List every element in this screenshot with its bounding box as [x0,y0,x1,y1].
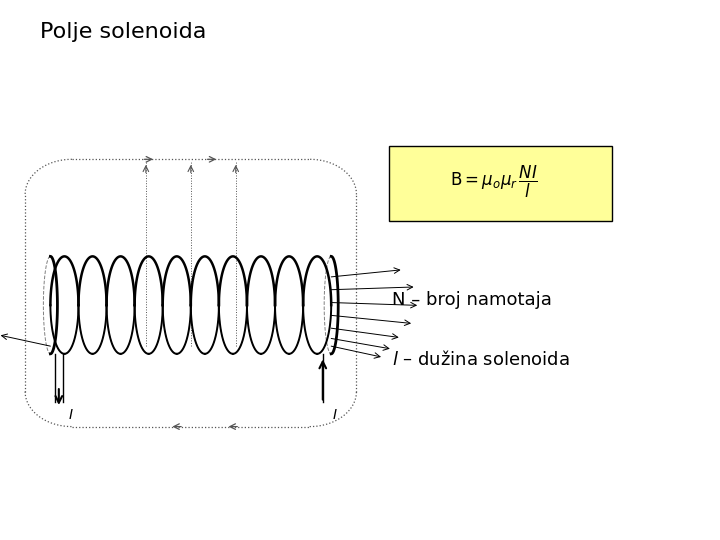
Text: $\it{l}$ – dužina solenoida: $\it{l}$ – dužina solenoida [392,349,570,369]
Text: Polje solenoida: Polje solenoida [40,22,206,42]
FancyBboxPatch shape [389,146,612,221]
Text: N – broj namotaja: N – broj namotaja [392,291,552,309]
Text: I: I [68,408,72,422]
Text: I: I [332,408,336,422]
Text: $\mathrm{B} = \mu_o\mu_r\,\dfrac{NI}{l}$: $\mathrm{B} = \mu_o\mu_r\,\dfrac{NI}{l}$ [450,164,538,200]
